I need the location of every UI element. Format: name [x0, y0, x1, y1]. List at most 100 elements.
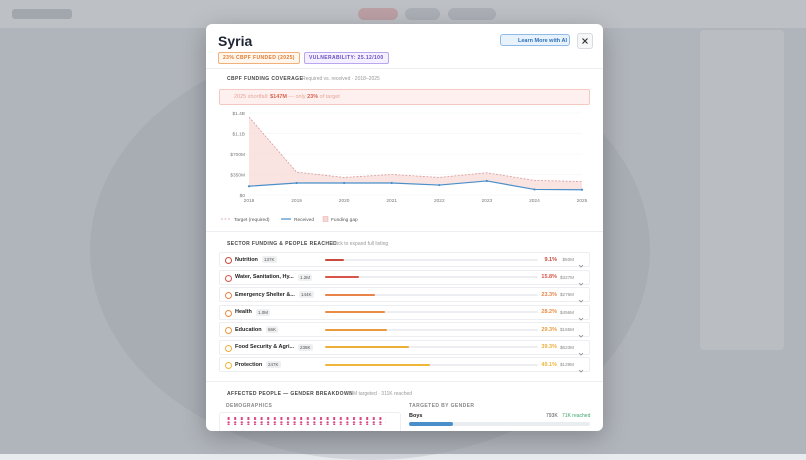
section-heading: AFFECTED PEOPLE — GENDER BREAKDOWN: [227, 391, 354, 397]
x-tick-label: 2019: [291, 198, 302, 204]
section-heading: SECTOR FUNDING & PEOPLE REACHED: [227, 241, 338, 247]
people-badge: 1.2M: [298, 273, 313, 281]
funding-track: [325, 276, 538, 278]
funding-bar: [325, 346, 409, 348]
blurred-tab: [358, 8, 398, 20]
sector-name: Health: [235, 309, 252, 315]
gender-summary: 5.3M targeted · 311K reached: [346, 391, 413, 397]
y-tick-label: $0: [240, 193, 246, 199]
sector-row[interactable]: Water, Sanitation, Hy... 1.2M 15.8% $327M: [219, 269, 590, 286]
sector-name: Emergency Shelter &...: [235, 291, 295, 298]
boys-reached: 71K reached: [562, 413, 591, 419]
funded-percent: 9.1%: [544, 256, 557, 263]
demographics-label: DEMOGRAPHICS: [226, 403, 273, 409]
funded-percent: 49.1%: [541, 361, 557, 368]
funded-percent: 15.8%: [541, 274, 557, 280]
alert-amount: $147M: [270, 94, 287, 100]
data-point: [580, 188, 584, 191]
funding-gap-area: [249, 117, 582, 190]
sector-row[interactable]: Food Security & Agri... 238K 39.3% $623M: [219, 339, 590, 356]
sector-row[interactable]: Protection 247K 49.1% $129M: [219, 357, 590, 373]
section-subheading: Required vs. received · 2018–2025: [302, 76, 380, 82]
y-tick-label: $1.1B: [232, 131, 245, 137]
sector-row[interactable]: Education 66K 29.3% $165M: [219, 322, 590, 338]
funding-bar: [325, 293, 375, 296]
expand-chevron: [578, 274, 584, 286]
section-hint: Click to expand full listing: [332, 241, 389, 247]
sector-name: Nutrition: [235, 256, 258, 263]
funding-track: [325, 363, 538, 366]
alert-text: 2025 shortfall: $147M — only 23% of targ…: [234, 94, 340, 100]
funding-track: [325, 258, 538, 261]
people-badge: 144K: [299, 291, 314, 298]
sector-icon: [225, 344, 232, 352]
alert-percent: 23%: [307, 94, 319, 100]
boys-targeted: 793K: [546, 413, 558, 419]
x-tick-label: 2021: [386, 198, 397, 204]
close-icon: [582, 38, 588, 44]
boys-bar: [409, 422, 453, 426]
people-icon-row: [226, 417, 386, 425]
funded-percent: 39.3%: [541, 344, 557, 350]
funding-track: [325, 328, 538, 331]
people-badge: 137K: [262, 256, 277, 263]
y-tick-label: $700M: [230, 152, 245, 158]
legend-swatch: [322, 216, 329, 222]
close-button[interactable]: [577, 33, 593, 49]
sector-row[interactable]: Health 1.0M 28.2% $456M: [219, 304, 590, 321]
funding-amount: $276M: [559, 292, 574, 297]
funding-chart: $0 $350M $700M $1.1B $1.4B 2018 2019 2020 2021 20…: [221, 111, 588, 223]
sector-icon: [225, 257, 232, 264]
ai-button[interactable]: Learn More with AI: [500, 34, 570, 46]
modal-title: Syria: [218, 33, 253, 49]
expand-chevron: [578, 344, 584, 356]
sector-icon: [225, 327, 232, 334]
x-tick-label: 2022: [434, 198, 445, 204]
x-tick-label: 2018: [244, 198, 255, 204]
sector-name: Food Security & Agri...: [235, 344, 295, 350]
alert-lead: 2025 shortfall:: [234, 94, 269, 100]
blurred-tab: [405, 8, 440, 20]
alert-tail: of target: [319, 94, 340, 100]
sector-row[interactable]: Nutrition 137K 9.1% $50M: [219, 252, 590, 268]
boys-track: [409, 422, 590, 426]
series-line: [248, 180, 583, 191]
expand-chevron: [578, 361, 584, 373]
blurred-sidebar: [700, 30, 784, 350]
section-heading: CBPF FUNDING COVERAGE: [227, 76, 304, 82]
funding-bar: [325, 311, 386, 313]
country-modal: Syria 23% CBPF FUNDED (2025) VULNERABILI…: [206, 24, 603, 431]
funding-bar: [325, 328, 388, 331]
sector-icon: [225, 309, 232, 317]
y-tick-label: $1.4B: [232, 111, 245, 117]
people-badge: 247K: [266, 361, 281, 368]
data-point: [438, 183, 441, 187]
alert-middle: — only: [288, 94, 306, 100]
divider: [206, 381, 603, 382]
sector-list: Nutrition 137K 9.1% $50M Water, Sanitation, …: [219, 252, 590, 377]
legend-label: Funding gap: [331, 217, 358, 223]
people-badge: 1.0M: [256, 308, 271, 316]
expand-chevron: [578, 291, 584, 303]
people-icons: [219, 412, 401, 431]
legend-label: Received: [294, 217, 314, 223]
expand-chevron: [578, 309, 584, 321]
divider: [206, 68, 603, 69]
data-point: [343, 181, 346, 185]
funding-bar: [325, 258, 345, 261]
funding-amount: $456M: [559, 309, 574, 315]
funded-badge: 23% CBPF FUNDED (2025): [218, 52, 300, 64]
blurred-logo: [12, 9, 72, 19]
vulnerability-badge: VULNERABILITY: 25.12/100: [304, 52, 389, 64]
funding-amount: $327M: [559, 274, 574, 280]
targeted-label: TARGETED BY GENDER: [409, 403, 475, 409]
funded-percent: 28.2%: [541, 309, 557, 315]
divider: [206, 231, 603, 232]
data-point: [485, 179, 488, 183]
sector-name: Protection: [235, 361, 263, 368]
sector-row[interactable]: Emergency Shelter &... 144K 23.3% $276M: [219, 287, 590, 303]
y-tick-label: $350M: [230, 172, 245, 178]
expand-chevron: [578, 256, 584, 268]
funding-track: [325, 346, 538, 348]
